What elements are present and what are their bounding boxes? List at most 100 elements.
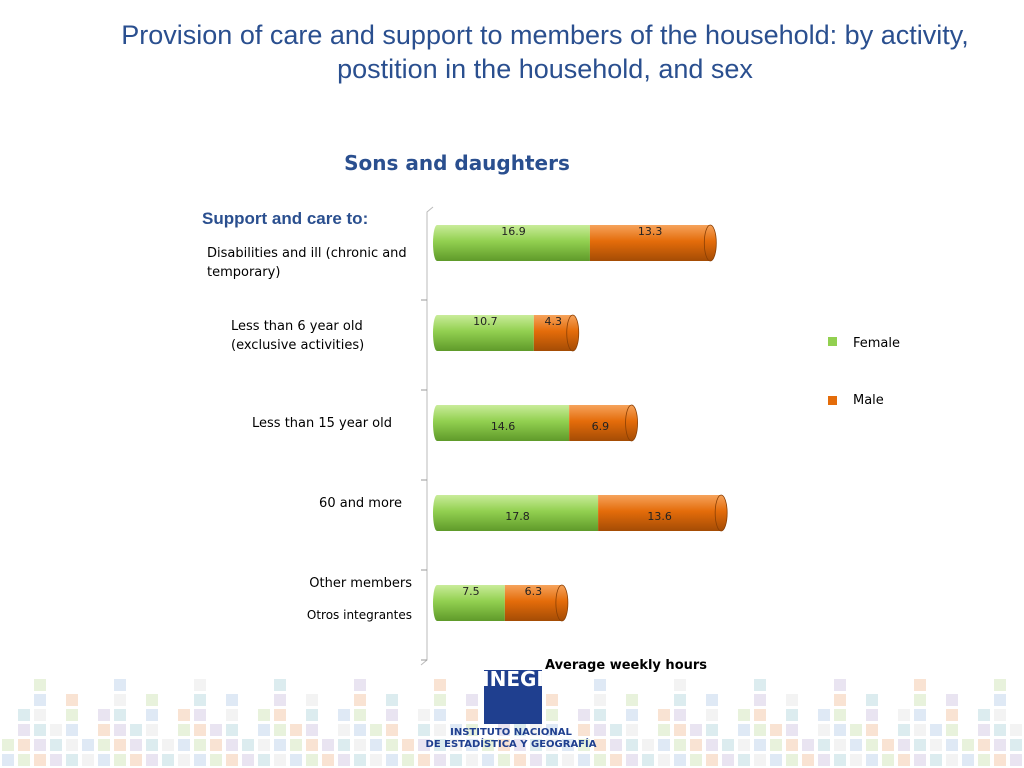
bar-cap — [433, 585, 441, 621]
decoration-square — [962, 754, 974, 766]
decoration-square — [850, 754, 862, 766]
decoration-square — [274, 739, 286, 751]
decoration-square — [50, 754, 62, 766]
decoration-square — [34, 724, 46, 736]
decoration-square — [994, 709, 1006, 721]
decoration-square — [66, 694, 78, 706]
decoration-square — [946, 739, 958, 751]
decoration-square — [690, 739, 702, 751]
decoration-square — [290, 724, 302, 736]
decoration-square — [434, 679, 446, 691]
decoration-square — [818, 724, 830, 736]
decoration-square — [722, 754, 734, 766]
value-label: 17.8 — [505, 510, 530, 523]
decoration-square — [274, 694, 286, 706]
decoration-square — [706, 724, 718, 736]
decoration-square — [674, 739, 686, 751]
decoration-square — [50, 724, 62, 736]
decoration-square — [418, 709, 430, 721]
decoration-square — [754, 679, 766, 691]
decoration-square — [242, 754, 254, 766]
decoration-square — [354, 709, 366, 721]
decoration-square — [914, 754, 926, 766]
decoration-square — [130, 724, 142, 736]
decoration-square — [34, 679, 46, 691]
decoration-square — [882, 754, 894, 766]
decoration-square — [578, 709, 590, 721]
decoration-square — [18, 709, 30, 721]
decoration-square — [626, 724, 638, 736]
decoration-square — [98, 724, 110, 736]
decoration-square — [178, 709, 190, 721]
decoration-square — [386, 724, 398, 736]
decoration-square — [690, 724, 702, 736]
bar-segment — [437, 315, 534, 351]
decoration-square — [994, 679, 1006, 691]
decoration-square — [434, 694, 446, 706]
decoration-square — [146, 739, 158, 751]
decoration-square — [194, 679, 206, 691]
value-label: 7.5 — [462, 585, 480, 598]
bar-cap — [625, 404, 638, 442]
decoration-square — [898, 724, 910, 736]
decoration-square — [514, 754, 526, 766]
decoration-square — [674, 754, 686, 766]
decoration-square — [34, 739, 46, 751]
decoration-square — [866, 754, 878, 766]
legend-label: Female — [853, 336, 900, 351]
decoration-square — [514, 739, 526, 751]
decoration-square — [498, 724, 510, 736]
decoration-square — [322, 739, 334, 751]
bar-segment — [504, 585, 562, 621]
decoration-square — [466, 724, 478, 736]
decoration-square — [66, 724, 78, 736]
logo-text: DE ESTADÍSTICA Y GEOGRAFÍA — [426, 737, 597, 750]
decoration-square — [530, 724, 542, 736]
decoration-square — [98, 709, 110, 721]
bar-segment — [437, 225, 590, 261]
decoration-square — [610, 724, 622, 736]
decoration-square — [274, 724, 286, 736]
decoration-square — [194, 694, 206, 706]
decoration-square — [402, 739, 414, 751]
decoration-square — [306, 754, 318, 766]
decoration-square — [338, 739, 350, 751]
decoration-square — [434, 724, 446, 736]
decoration-square — [834, 679, 846, 691]
decoration-square — [306, 709, 318, 721]
decoration-square — [802, 754, 814, 766]
decoration-square — [786, 739, 798, 751]
annotation: Otros integrantes — [306, 608, 412, 622]
decoration-square — [338, 709, 350, 721]
decoration-square — [946, 754, 958, 766]
logo-mark — [484, 670, 542, 724]
decoration-square — [626, 754, 638, 766]
decoration-square — [770, 754, 782, 766]
bar-segment — [569, 405, 632, 441]
decoration-square — [66, 754, 78, 766]
decoration-square — [530, 754, 542, 766]
decoration-square — [786, 724, 798, 736]
decoration-square — [498, 754, 510, 766]
decoration-square — [594, 694, 606, 706]
decoration-square — [2, 739, 14, 751]
decoration-square — [594, 739, 606, 751]
decoration-square — [834, 739, 846, 751]
decoration-square — [786, 694, 798, 706]
category-label: Less than 15 year old — [252, 416, 392, 431]
value-label: 6.9 — [592, 420, 610, 433]
decoration-square — [674, 694, 686, 706]
decoration-square — [818, 739, 830, 751]
decoration-square — [226, 754, 238, 766]
decoration-square — [578, 739, 590, 751]
decoration-square — [450, 724, 462, 736]
decoration-square — [658, 739, 670, 751]
decoration-square — [146, 709, 158, 721]
decoration-square — [514, 724, 526, 736]
decoration-square — [834, 694, 846, 706]
category-label: 60 and more — [319, 496, 402, 511]
decoration-square — [754, 754, 766, 766]
decoration-square — [674, 679, 686, 691]
decoration-square — [594, 679, 606, 691]
decoration-square — [754, 694, 766, 706]
